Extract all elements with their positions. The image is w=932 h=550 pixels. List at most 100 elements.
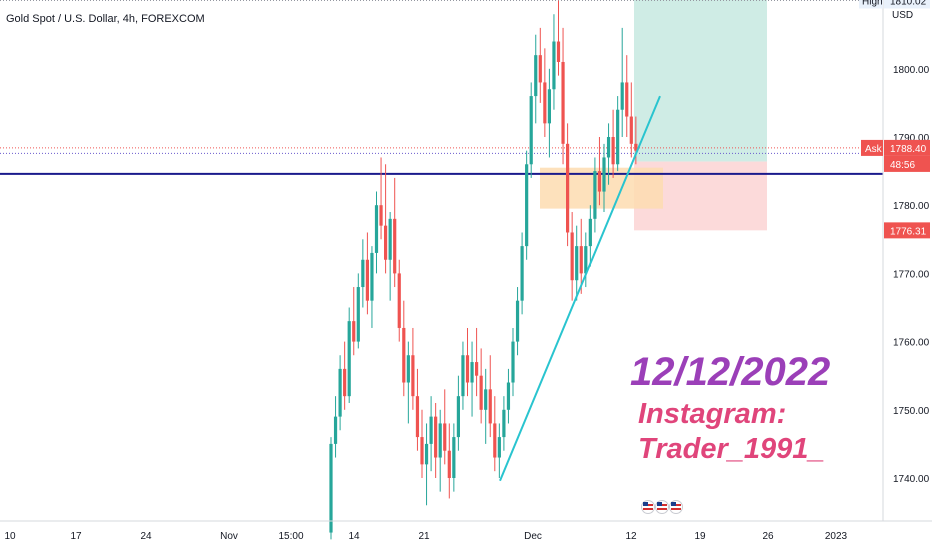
candle[interactable] — [465, 327, 470, 397]
candle[interactable] — [561, 27, 565, 165]
time-axis[interactable]: 10 17 24 Nov 15:00 14 21 Dec 12 19 26 2023 — [4, 531, 847, 542]
candle[interactable] — [365, 232, 369, 315]
x-tick-label: Dec — [524, 531, 542, 542]
candle[interactable] — [443, 389, 447, 465]
candle[interactable] — [497, 423, 501, 478]
candle[interactable] — [347, 307, 351, 403]
candle[interactable] — [543, 48, 547, 137]
economic-events[interactable] — [641, 500, 683, 514]
candle[interactable] — [406, 341, 410, 424]
candle[interactable] — [452, 423, 456, 492]
candle-body — [502, 409, 506, 438]
candle[interactable] — [479, 348, 483, 424]
chart-title: Gold Spot / U.S. Dollar, 4h, FOREXCOM — [6, 13, 205, 25]
candle-body — [606, 137, 611, 158]
candle[interactable] — [438, 409, 442, 492]
candle[interactable] — [393, 177, 397, 288]
candle[interactable] — [356, 273, 360, 349]
candle[interactable] — [343, 341, 347, 410]
candle[interactable] — [370, 246, 374, 328]
candle[interactable] — [475, 327, 479, 397]
candle[interactable] — [456, 375, 460, 451]
candle[interactable] — [593, 157, 597, 233]
candle-body — [547, 89, 551, 124]
candle[interactable] — [538, 27, 542, 103]
candle[interactable] — [629, 82, 633, 158]
candle[interactable] — [388, 212, 392, 301]
candle[interactable] — [424, 423, 429, 506]
drawings[interactable] — [499, 95, 661, 482]
candle[interactable] — [584, 232, 588, 288]
candle[interactable] — [611, 109, 615, 178]
candle[interactable] — [552, 14, 556, 110]
candles[interactable] — [329, 0, 638, 540]
candle[interactable] — [352, 287, 356, 356]
candle[interactable] — [361, 239, 365, 308]
candle[interactable] — [338, 355, 342, 431]
candle[interactable] — [529, 82, 533, 178]
candle-body — [493, 423, 497, 458]
candle[interactable] — [575, 225, 579, 301]
candle-body — [352, 321, 356, 342]
candle[interactable] — [588, 205, 592, 267]
stop-value-label: 1776.31 — [890, 226, 927, 237]
candle-body — [511, 341, 515, 383]
candle-body — [561, 61, 565, 144]
candle[interactable] — [415, 368, 420, 451]
candle[interactable] — [493, 396, 497, 472]
candle-body — [402, 327, 406, 383]
candle[interactable] — [511, 327, 515, 397]
candle-body — [484, 389, 488, 410]
target-zone[interactable] — [634, 0, 767, 162]
candle[interactable] — [420, 409, 424, 478]
candle[interactable] — [484, 368, 488, 444]
candle[interactable] — [411, 327, 415, 410]
x-tick-label: 12 — [625, 531, 637, 542]
candle[interactable] — [429, 396, 433, 472]
candle[interactable] — [606, 123, 611, 185]
candle[interactable] — [579, 218, 583, 294]
candle[interactable] — [616, 96, 620, 172]
price-axis[interactable]: 1740.00 1750.00 1760.00 1770.00 1780.00 1790.… — [859, 0, 930, 485]
candle[interactable] — [520, 232, 524, 315]
candle[interactable] — [447, 423, 451, 499]
candle-body — [616, 109, 620, 165]
candle[interactable] — [461, 341, 465, 410]
candle-body — [438, 423, 442, 458]
candle[interactable] — [525, 150, 529, 260]
candle[interactable] — [502, 396, 506, 451]
us-flag-icon[interactable] — [641, 500, 655, 514]
candle[interactable] — [506, 368, 511, 424]
candle[interactable] — [566, 123, 570, 247]
trendline[interactable] — [499, 95, 661, 482]
candle[interactable] — [570, 212, 574, 301]
candle[interactable] — [597, 137, 602, 206]
ask-tag: Ask — [865, 144, 883, 155]
candle[interactable] — [434, 402, 438, 478]
candle[interactable] — [397, 259, 401, 342]
candle[interactable] — [333, 396, 338, 458]
candle[interactable] — [602, 143, 606, 213]
us-flag-icon[interactable] — [669, 500, 683, 514]
candle-body — [497, 437, 501, 458]
candle[interactable] — [534, 34, 538, 124]
high-tag: High — [862, 0, 883, 7]
countdown-label: 48:56 — [890, 160, 915, 171]
candle[interactable] — [547, 68, 551, 158]
candle[interactable] — [625, 55, 629, 137]
candle-body — [575, 246, 579, 281]
candle[interactable] — [470, 341, 474, 417]
us-flag-icon[interactable] — [655, 500, 669, 514]
candle[interactable] — [374, 191, 379, 274]
candle-body — [338, 368, 342, 417]
candle[interactable] — [379, 157, 383, 240]
high-tag-bg — [859, 0, 883, 9]
candle[interactable] — [556, 0, 561, 76]
candle[interactable] — [329, 437, 333, 540]
candle[interactable] — [488, 355, 492, 438]
candle[interactable] — [620, 27, 624, 137]
candle[interactable] — [402, 300, 406, 397]
candle[interactable] — [384, 164, 388, 274]
candle[interactable] — [515, 287, 520, 356]
